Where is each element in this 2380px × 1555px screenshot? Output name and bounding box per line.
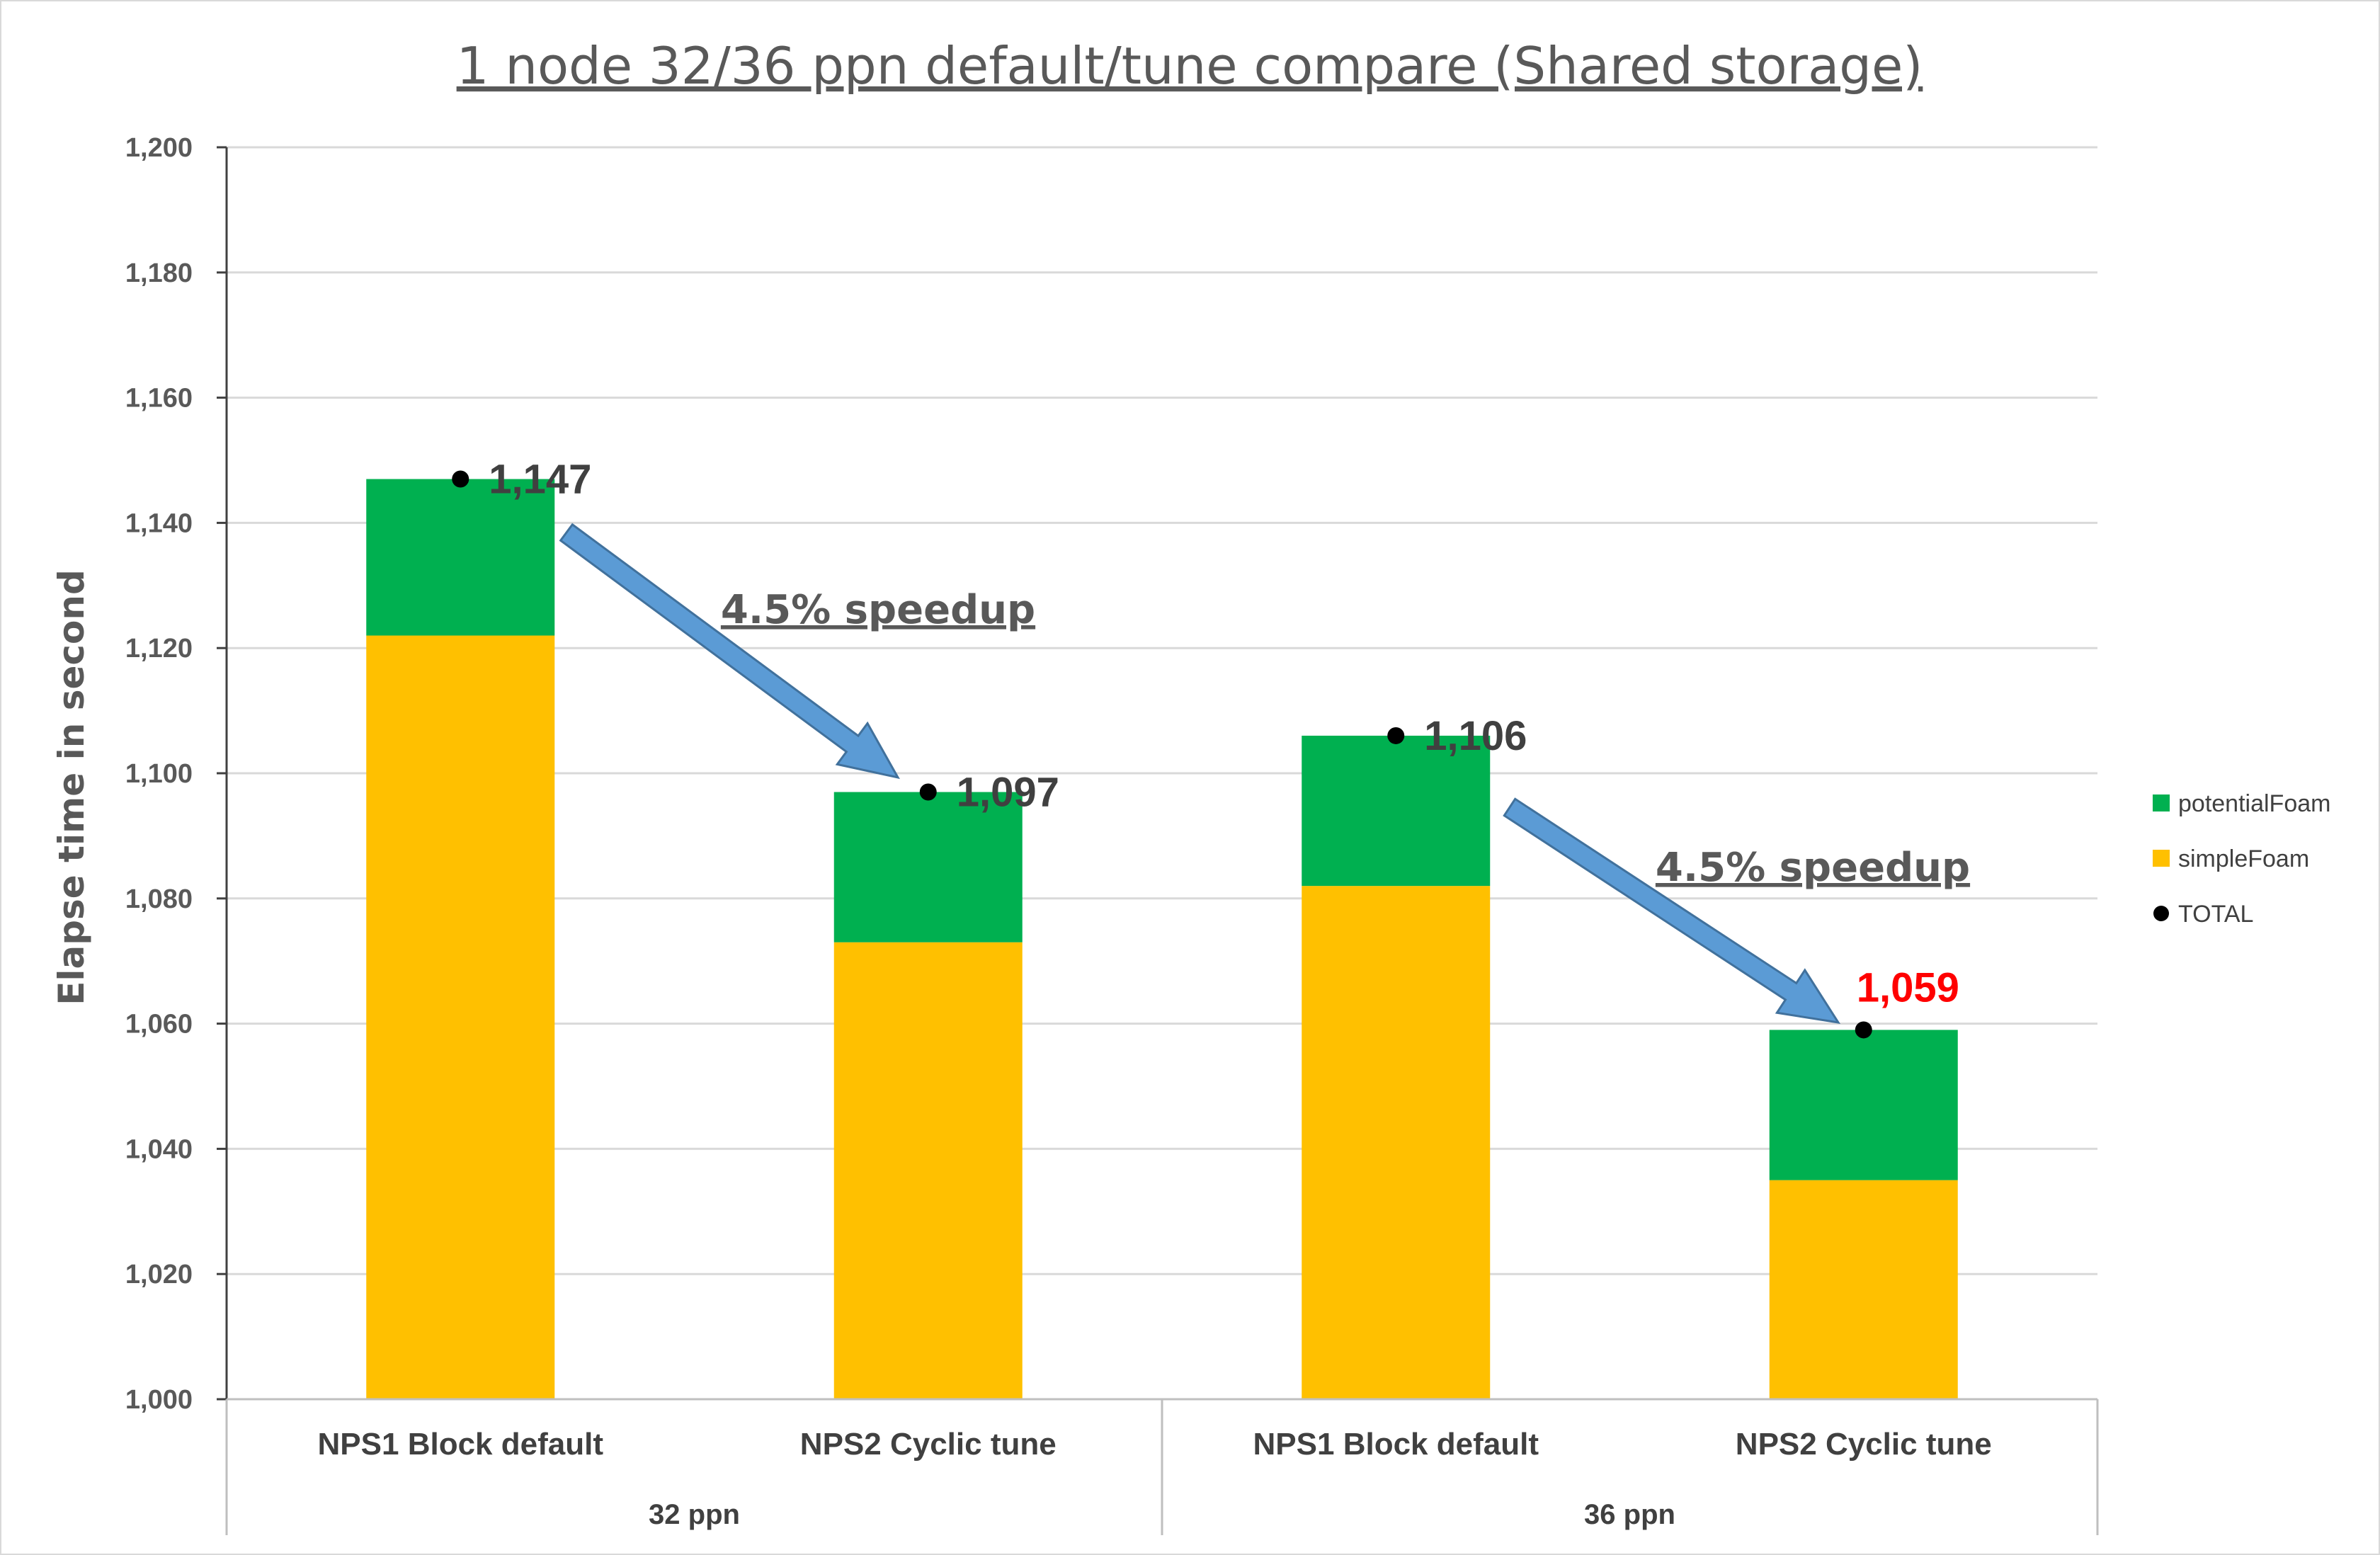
x-axis: NPS1 Block default NPS2 Cyclic tune NPS1 B…: [225, 1398, 2099, 1535]
total-data-label: 1,097: [957, 770, 1059, 816]
bars: [366, 479, 1958, 1399]
y-tick-label: 1,040: [125, 1134, 193, 1164]
y-tick-label: 1,020: [125, 1260, 193, 1289]
x-group-label: 36 ppn: [1584, 1499, 1675, 1530]
y-tick-label: 1,120: [125, 634, 193, 663]
total-marker: [1855, 1021, 1872, 1039]
speedup-arrow: [559, 523, 900, 780]
total-marker: [1387, 727, 1405, 744]
bar-potentialfoam-3: [1302, 735, 1491, 887]
annotations: 4.5% speedup 4.5% speedup: [559, 523, 1970, 1025]
x-category-label: NPS1 Block default: [318, 1427, 604, 1462]
total-data-label: 1,059: [1857, 964, 1959, 1010]
legend-swatch-potentialfoam: [2153, 794, 2170, 811]
legend-marker-total: [2153, 906, 2169, 921]
y-tick-label: 1,180: [125, 258, 193, 288]
x-category-label: NPS1 Block default: [1253, 1427, 1539, 1462]
total-data-label: 1,147: [489, 457, 591, 503]
bar-simplefoam-4: [1769, 1180, 1958, 1399]
total-data-label: 1,106: [1424, 713, 1527, 759]
bar-potentialfoam-2: [833, 792, 1023, 942]
x-group-label: 32 ppn: [649, 1499, 740, 1530]
total-marker: [919, 783, 937, 801]
total-marker: [452, 470, 469, 488]
y-tick-label: 1,000: [125, 1385, 193, 1415]
bar-potentialfoam-4: [1769, 1030, 1958, 1180]
legend-label-simplefoam: simpleFoam: [2178, 845, 2309, 872]
bar-simplefoam-2: [833, 942, 1023, 1399]
legend-swatch-simplefoam: [2153, 850, 2170, 867]
y-tick-label: 1,200: [125, 133, 193, 163]
total-markers: 1,147 1,097 1,106 1,059: [452, 457, 1959, 1039]
speedup-arrow: [1503, 797, 1841, 1025]
legend-label-potentialfoam: potentialFoam: [2178, 790, 2330, 817]
speedup-label: 4.5% speedup: [1656, 845, 1970, 891]
y-tick-label: 1,060: [125, 1010, 193, 1039]
bar-potentialfoam-1: [366, 479, 555, 636]
speedup-label: 4.5% speedup: [721, 587, 1035, 633]
y-axis-ticks: 1,000 1,020 1,040 1,060 1,080 1,100 1,120 1,140…: [125, 133, 228, 1415]
legend: potentialFoam simpleFoam TOTAL: [2153, 790, 2330, 928]
y-tick-label: 1,160: [125, 384, 193, 414]
y-tick-label: 1,080: [125, 884, 193, 914]
y-axis-label: Elapse time in second: [51, 569, 92, 1006]
legend-label-total: TOTAL: [2178, 901, 2253, 928]
y-tick-label: 1,140: [125, 508, 193, 538]
x-category-label: NPS2 Cyclic tune: [800, 1427, 1057, 1462]
bar-simplefoam-1: [366, 635, 555, 1399]
x-category-label: NPS2 Cyclic tune: [1736, 1427, 1992, 1462]
y-tick-label: 1,100: [125, 759, 193, 789]
bar-simplefoam-3: [1302, 886, 1491, 1399]
chart-title: 1 node 32/36 ppn default/tune compare (S…: [457, 36, 1923, 96]
